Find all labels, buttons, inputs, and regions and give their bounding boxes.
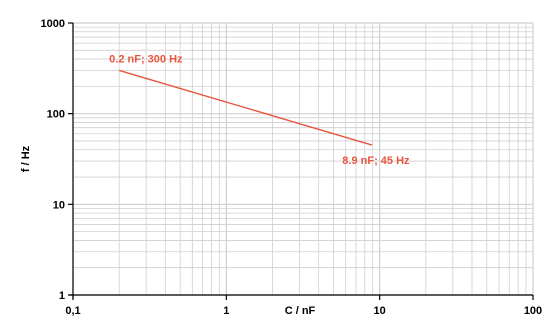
y-tick-label: 1 [59, 290, 65, 302]
series-line [118, 69, 373, 146]
labels: 0.2 nF; 300 Hz 8.9 nF; 45 Hz [109, 53, 410, 167]
data-label: 8.9 nF; 45 Hz [342, 155, 410, 167]
x-tick-label: 10 [374, 305, 386, 317]
x-tick-label: 100 [524, 305, 542, 317]
x-tick-label: 0,1 [65, 305, 80, 317]
data-label: 0.2 nF; 300 Hz [109, 53, 183, 65]
x-axis-title: C / nF [285, 305, 316, 317]
y-tick-label: 10 [53, 199, 65, 211]
y-tick-label: 100 [47, 109, 65, 121]
y-tick-label: 1000 [41, 18, 65, 30]
grid [72, 22, 534, 296]
x-tick-label: 1 [223, 305, 229, 317]
series [118, 69, 373, 146]
y-axis-title: f / Hz [20, 145, 32, 172]
